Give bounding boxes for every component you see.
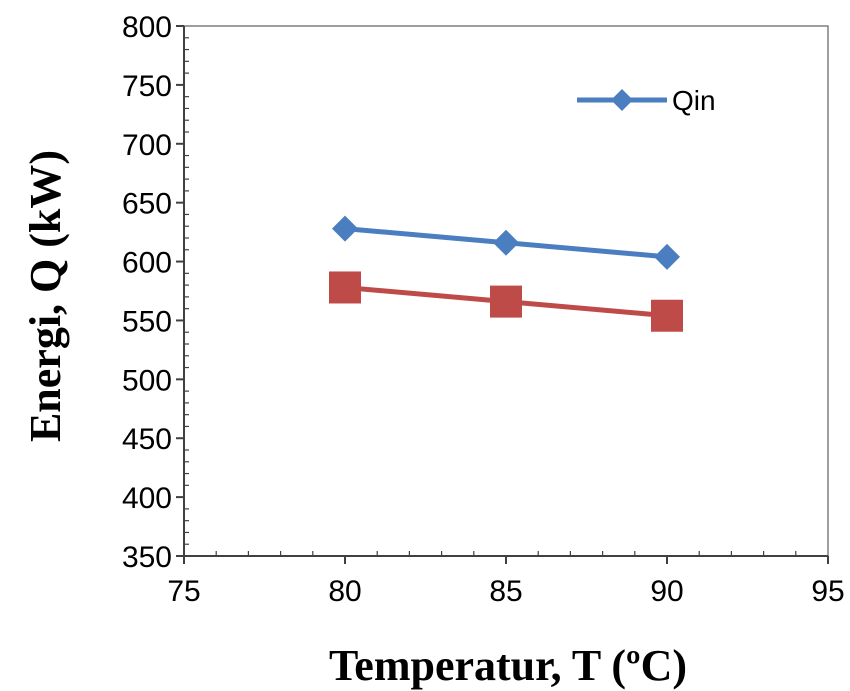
data-point-diamond	[493, 229, 519, 256]
y-axis-title: Energi, Q (kW)	[21, 150, 70, 442]
series-group	[329, 215, 683, 332]
y-tick-label: 800	[122, 11, 172, 44]
x-tick-label: 85	[489, 575, 522, 608]
y-tick-label: 400	[122, 482, 172, 515]
y-tick-label: 350	[122, 541, 172, 574]
y-tick-label: 700	[122, 129, 172, 162]
x-tick-label: 95	[811, 575, 844, 608]
y-tick-label: 500	[122, 364, 172, 397]
data-point-diamond	[332, 215, 358, 242]
y-tick-label: 650	[122, 188, 172, 221]
data-point-diamond	[654, 243, 680, 270]
x-tick-label: 90	[650, 575, 683, 608]
legend-label: Qin	[672, 85, 716, 116]
data-point-square	[329, 271, 361, 304]
data-point-square	[490, 285, 522, 318]
x-axis-title: Temperatur, T (ºC)	[329, 641, 687, 690]
data-point-square	[651, 299, 683, 332]
y-tick-label: 450	[122, 423, 172, 456]
legend-marker	[611, 89, 633, 111]
legend: Qin	[577, 85, 716, 116]
x-tick-label: 75	[167, 575, 200, 608]
y-tick-label: 550	[122, 305, 172, 338]
ticks: 350 400 450 500 550 600 650 700 750 800 75 80 85 90 95	[122, 11, 845, 608]
y-tick-label: 750	[122, 70, 172, 103]
y-tick-label: 600	[122, 247, 172, 280]
x-tick-label: 80	[328, 575, 361, 608]
